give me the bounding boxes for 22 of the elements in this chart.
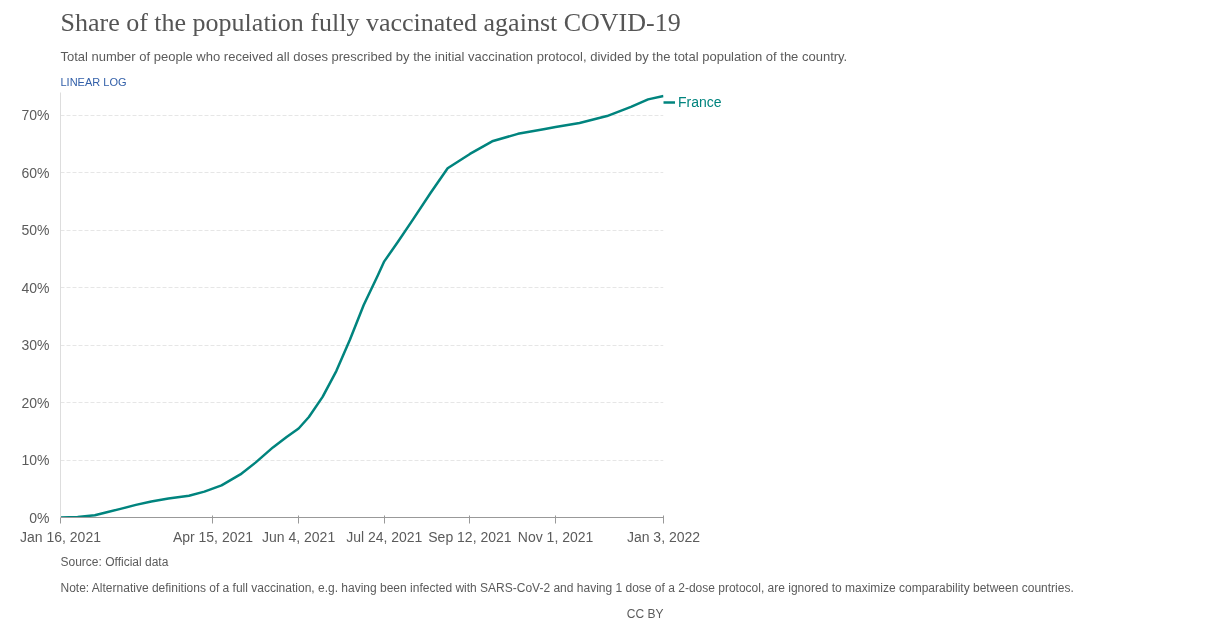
source-note: Source: Official data (60, 554, 169, 569)
chart-subtitle: Total number of people who received all doses prescribed by the initial vaccination protocol, divided by the total population of the country. (60, 48, 848, 64)
x-tick-label: Jul 24, 2021 (346, 528, 423, 545)
text: CC BY (626, 606, 664, 621)
y-tick-label: 20% (21, 394, 50, 411)
y-tick-label: 60% (21, 164, 50, 181)
y-tick-label: 50% (21, 222, 50, 239)
x-tick-label: Jan 3, 2022 (626, 528, 701, 545)
x-tick-label: Sep 12, 2021 (428, 528, 512, 545)
text: Note: Alternative definitions of a full vaccination, e.g. having been infected with SARS-CoV-2 and having 1 dose of a 2-dose protocol, are ignored to maximize comparability between countries. (60, 580, 1074, 595)
x-tick-label: Nov 1, 2021 (517, 528, 594, 545)
y-tick-label: 0% (29, 509, 50, 526)
x-tick-label: Jun 4, 2021 (262, 528, 336, 545)
y-tick-label: 70% (21, 107, 50, 124)
y-tick-label: 30% (21, 337, 50, 354)
x-tick-label: Apr 15, 2021 (172, 528, 254, 545)
y-tick-label: 10% (21, 452, 50, 469)
chart-title: Share of the population fully vaccinated against COVID-19 (60, 7, 681, 37)
x-tick-label: Jan 16, 2021 (20, 528, 102, 545)
text: LINEAR LOG (60, 75, 127, 88)
legend-label: France (678, 94, 722, 110)
y-tick-label: 40% (21, 279, 50, 296)
